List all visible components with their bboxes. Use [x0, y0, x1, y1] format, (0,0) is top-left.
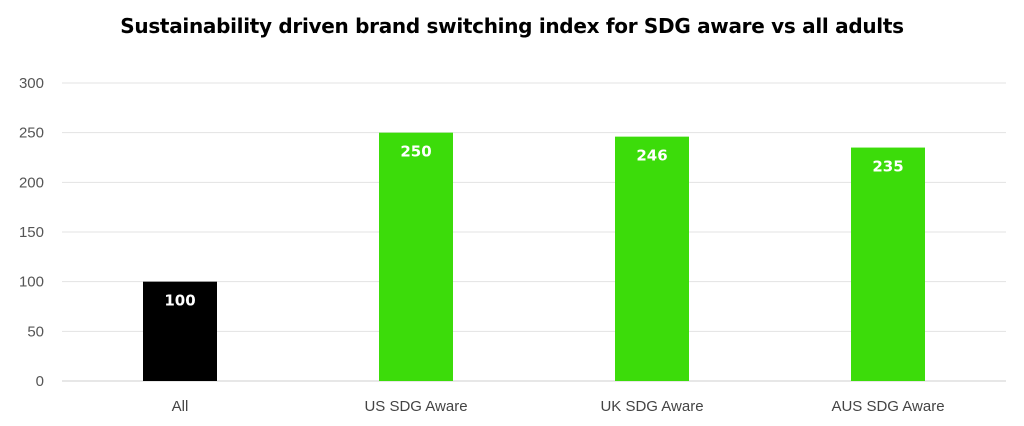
y-tick-label-300: 300 [19, 75, 44, 92]
bar-aus-sdg-aware [851, 147, 925, 381]
y-tick-label-200: 200 [19, 174, 44, 191]
x-tick-label-all: All [172, 398, 189, 415]
bar-all [143, 281, 217, 381]
bars [143, 132, 925, 381]
x-axis-category-labels: All US SDG Aware UK SDG Aware AUS SDG Aware [172, 398, 945, 415]
y-tick-label-50: 50 [27, 323, 44, 340]
bar-us-sdg-aware [379, 132, 453, 381]
chart-title: Sustainability driven brand switching in… [120, 14, 904, 38]
data-label-all: 100 [164, 292, 195, 310]
x-tick-label-aus-sdg-aware: AUS SDG Aware [831, 398, 944, 415]
y-tick-label-250: 250 [19, 125, 44, 142]
bar-uk-sdg-aware [615, 136, 689, 381]
y-tick-label-150: 150 [19, 224, 44, 241]
data-labels: 100 250 246 235 [164, 143, 903, 310]
y-tick-label-100: 100 [19, 274, 44, 291]
gridlines [62, 82, 1006, 382]
x-tick-label-us-sdg-aware: US SDG Aware [364, 398, 467, 415]
data-label-aus-sdg-aware: 235 [872, 158, 903, 176]
data-label-uk-sdg-aware: 246 [636, 147, 667, 165]
y-tick-label-0: 0 [36, 373, 44, 390]
x-tick-label-uk-sdg-aware: UK SDG Aware [600, 398, 703, 415]
data-label-us-sdg-aware: 250 [400, 143, 431, 161]
y-axis-tick-labels: 0 50 100 150 200 250 300 [19, 75, 44, 390]
